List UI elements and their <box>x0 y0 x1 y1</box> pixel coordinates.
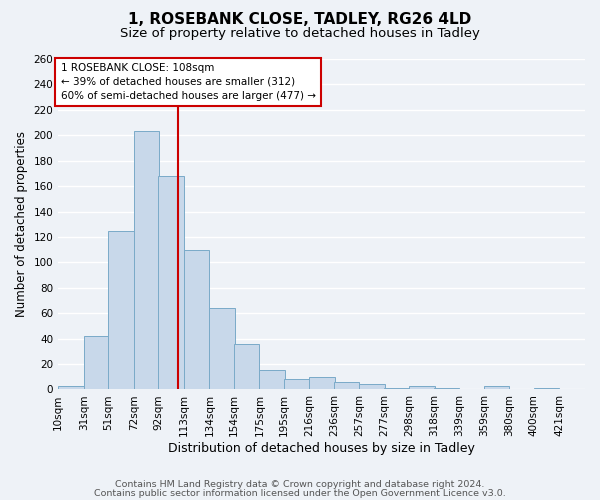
Bar <box>84 336 109 390</box>
Text: Contains public sector information licensed under the Open Government Licence v3: Contains public sector information licen… <box>94 488 506 498</box>
Bar <box>359 384 385 390</box>
Bar <box>134 132 160 390</box>
Bar <box>284 380 310 390</box>
Bar <box>409 386 435 390</box>
Text: 1 ROSEBANK CLOSE: 108sqm
← 39% of detached houses are smaller (312)
60% of semi-: 1 ROSEBANK CLOSE: 108sqm ← 39% of detach… <box>61 63 316 101</box>
Bar <box>484 386 509 390</box>
Bar <box>158 176 184 390</box>
Bar <box>384 388 409 390</box>
Bar <box>209 308 235 390</box>
Text: Contains HM Land Registry data © Crown copyright and database right 2024.: Contains HM Land Registry data © Crown c… <box>115 480 485 489</box>
Bar <box>108 230 134 390</box>
Y-axis label: Number of detached properties: Number of detached properties <box>15 131 28 317</box>
Text: 1, ROSEBANK CLOSE, TADLEY, RG26 4LD: 1, ROSEBANK CLOSE, TADLEY, RG26 4LD <box>128 12 472 28</box>
Bar <box>310 376 335 390</box>
Bar <box>259 370 285 390</box>
Bar <box>234 344 259 390</box>
Bar <box>334 382 359 390</box>
Bar <box>58 386 84 390</box>
Bar <box>434 388 460 390</box>
Text: Size of property relative to detached houses in Tadley: Size of property relative to detached ho… <box>120 28 480 40</box>
Bar <box>184 250 209 390</box>
X-axis label: Distribution of detached houses by size in Tadley: Distribution of detached houses by size … <box>168 442 475 455</box>
Bar <box>534 388 559 390</box>
